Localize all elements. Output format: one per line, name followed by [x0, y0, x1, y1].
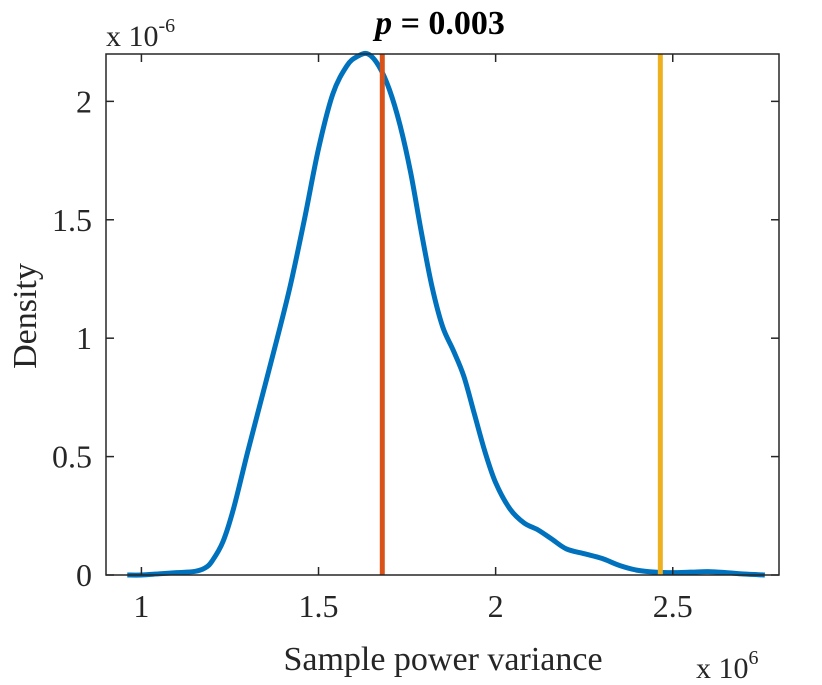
density-curves: [127, 50, 765, 578]
y-tick-label: 2: [76, 83, 92, 119]
y-tick-label: 1: [76, 320, 92, 356]
x-exponent-label: x 106: [696, 647, 759, 685]
x-tick-label: 2.5: [653, 588, 693, 624]
x-tick-label: 1: [133, 588, 149, 624]
x-tick-label: 2: [488, 588, 504, 624]
y-axis-ticks: 0 0.5 1 1.5 2: [52, 83, 779, 593]
y-tick-label: 0.5: [52, 439, 92, 475]
density-curve-line: [127, 50, 765, 578]
title-rest: = 0.003: [392, 5, 505, 42]
x-tick-label: 1.5: [299, 588, 339, 624]
x-axis-ticks: 1 1.5 2 2.5: [133, 54, 693, 624]
y-tick-label: 1.5: [52, 202, 92, 238]
y-exponent-label: x 10-6: [106, 15, 175, 53]
x-axis-label: Sample power variance: [283, 641, 602, 678]
axes-box: [105, 53, 780, 576]
chart-title: p = 0.003: [372, 5, 505, 42]
y-axis-label: Density: [7, 263, 44, 369]
vertical-markers: [379, 54, 663, 575]
y-tick-label: 0: [76, 557, 92, 593]
title-italic-part: p: [372, 5, 392, 42]
